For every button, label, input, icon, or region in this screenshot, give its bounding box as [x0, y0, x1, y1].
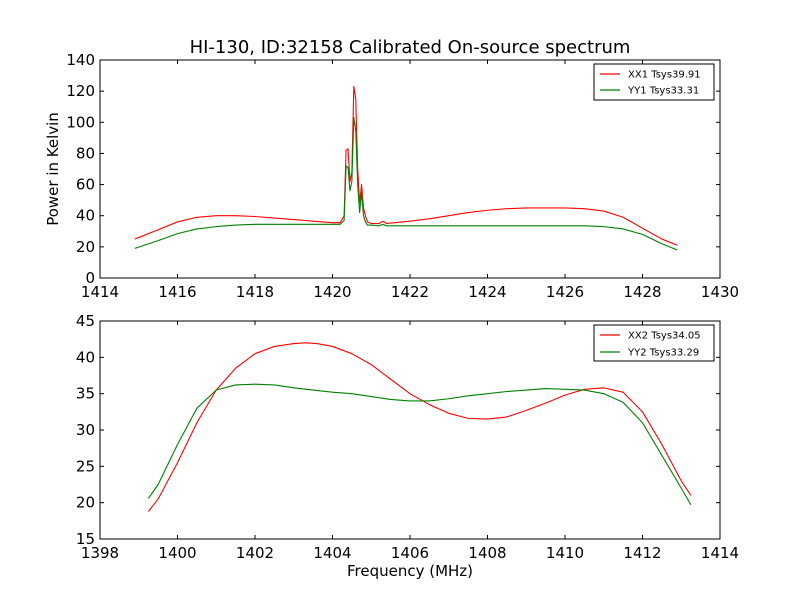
bottom-x-tick-label: 1398 — [81, 544, 119, 562]
bottom-y-tick-label: 45 — [76, 312, 95, 330]
bottom-x-tick-label: 1406 — [391, 544, 429, 562]
top-y-tick-label: 40 — [76, 207, 95, 225]
bottom-y-tick-label: 35 — [76, 385, 95, 403]
top-legend: XX1 Tsys39.91 YY1 Tsys33.31 — [593, 63, 715, 101]
bottom-x-tick-label: 1408 — [468, 544, 506, 562]
top-y-tick-label: 20 — [76, 238, 95, 256]
top-y-tick-label: 100 — [66, 113, 95, 131]
top-ticks-group: 1414 1416 1418 1420 1422 1424 1426 1428 1430 0 20 4… — [66, 51, 739, 301]
bottom-panel: 1398 1400 1402 1404 1406 1408 1410 1412 1414 15 20… — [76, 312, 739, 580]
bottom-y-tick-label: 15 — [76, 530, 95, 548]
top-x-tick-label: 1416 — [158, 283, 196, 301]
legend-label-xx2: XX2 Tsys34.05 — [628, 331, 701, 342]
top-panel: HI-130, ID:32158 Calibrated On-source sp… — [44, 37, 739, 301]
bottom-x-tick-label: 1404 — [313, 544, 351, 562]
top-y-tick-label: 0 — [85, 269, 95, 287]
top-y-tick-label: 60 — [76, 176, 95, 194]
bottom-x-tick-label: 1412 — [623, 544, 661, 562]
bottom-series-line-0 — [148, 342, 692, 512]
top-series-group — [134, 85, 678, 251]
top-legend-box — [593, 63, 715, 101]
x-axis-label: Frequency (MHz) — [347, 562, 473, 580]
legend-label-xx1: XX1 Tsys39.91 — [628, 70, 701, 81]
chart-title: HI-130, ID:32158 Calibrated On-source sp… — [190, 37, 631, 58]
bottom-y-tick-label: 25 — [76, 457, 95, 475]
top-series-line-0 — [134, 85, 678, 246]
top-series-line-1 — [134, 117, 678, 251]
top-y-tick-label: 80 — [76, 144, 95, 162]
bottom-y-tick-label: 20 — [76, 494, 95, 512]
bottom-legend-box — [593, 324, 715, 362]
top-x-tick-label: 1424 — [468, 283, 506, 301]
legend-label-yy1: YY1 Tsys33.31 — [627, 86, 699, 97]
bottom-ticks-group: 1398 1400 1402 1404 1406 1408 1410 1412 1414 15 20… — [76, 312, 739, 562]
top-x-tick-label: 1422 — [391, 283, 429, 301]
top-y-axis-label: Power in Kelvin — [44, 112, 62, 226]
bottom-x-tick-label: 1414 — [701, 544, 739, 562]
top-x-tick-label: 1426 — [546, 283, 584, 301]
top-x-tick-label: 1414 — [81, 283, 119, 301]
bottom-x-tick-label: 1400 — [158, 544, 196, 562]
bottom-series-group — [147, 342, 692, 512]
bottom-legend: XX2 Tsys34.05 YY2 Tsys33.29 — [593, 324, 715, 362]
bottom-y-tick-label: 30 — [76, 421, 95, 439]
bottom-series-line-1 — [147, 383, 692, 506]
bottom-x-tick-label: 1410 — [546, 544, 584, 562]
top-x-tick-label: 1430 — [701, 283, 739, 301]
top-y-tick-label: 120 — [66, 82, 95, 100]
top-x-tick-label: 1420 — [313, 283, 351, 301]
top-y-tick-label: 140 — [66, 51, 95, 69]
top-x-tick-label: 1418 — [236, 283, 274, 301]
top-x-tick-label: 1428 — [623, 283, 661, 301]
bottom-x-tick-label: 1402 — [236, 544, 274, 562]
bottom-y-tick-label: 40 — [76, 348, 95, 366]
legend-label-yy2: YY2 Tsys33.29 — [627, 348, 699, 359]
